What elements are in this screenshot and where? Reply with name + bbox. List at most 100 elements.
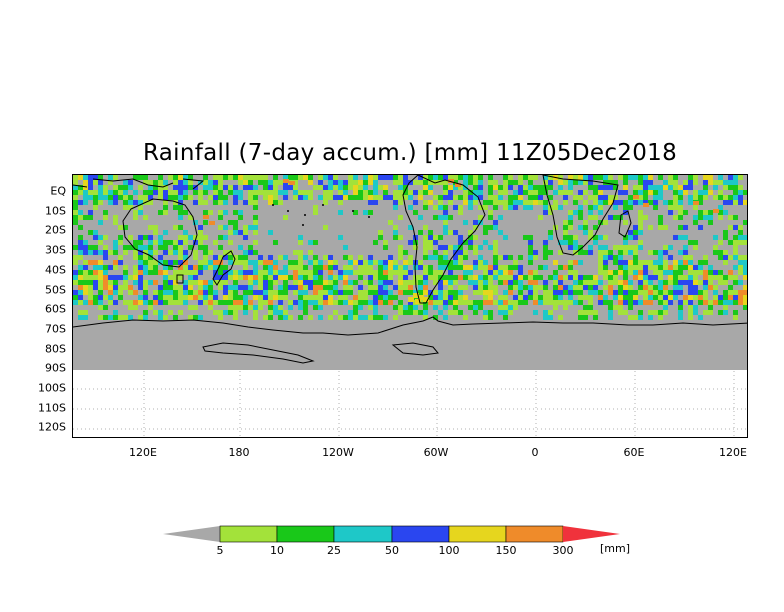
rain-cell [168,250,173,255]
rain-cell [183,230,188,235]
rain-cell [693,205,698,210]
rain-cell [563,285,568,290]
rain-cell [328,190,333,195]
rain-cell [418,275,423,280]
rain-cell [628,300,633,305]
rain-cell [98,185,103,190]
rain-cell [433,250,438,255]
rain-cell [288,260,293,265]
rain-cell [303,190,308,195]
rain-cell [528,285,533,290]
rain-cell [208,185,213,190]
rain-cell [178,235,183,240]
rain-cell [368,255,373,260]
rain-cell [158,190,163,195]
rain-cell [113,175,118,180]
rain-cell [723,275,728,280]
rain-cell [488,275,493,280]
rain-cell [508,270,513,275]
rain-cell [263,175,268,180]
rain-cell [88,245,93,250]
rain-cell [503,235,508,240]
rain-cell [553,280,558,285]
rain-cell [238,190,243,195]
rain-cell [448,265,453,270]
rain-cell [648,285,653,290]
rain-cell [438,200,443,205]
rain-cell [268,310,273,315]
rain-cell [228,175,233,180]
rain-cell [653,270,658,275]
rain-cell [288,285,293,290]
rain-cell [433,295,438,300]
rain-cell [453,305,458,310]
rain-cell [688,300,693,305]
rain-cell [603,220,608,225]
rain-cell [538,200,543,205]
rain-cell [708,305,713,310]
rain-cell [583,310,588,315]
rain-cell [133,270,138,275]
rain-cell [78,270,83,275]
rain-cell [113,245,118,250]
rain-cell [608,310,613,315]
rain-cell [443,195,448,200]
rain-cell [263,290,268,295]
rain-cell [718,275,723,280]
rain-cell [593,310,598,315]
rain-cell [213,185,218,190]
rain-cell [223,275,228,280]
rain-cell [173,270,178,275]
rain-cell [363,180,368,185]
rain-cell [678,310,683,315]
rain-cell [83,185,88,190]
rain-cell [738,200,743,205]
rain-cell [638,245,643,250]
rain-cell [583,220,588,225]
rain-cell [428,185,433,190]
rain-cell [103,295,108,300]
rain-cell [298,255,303,260]
rain-cell [418,230,423,235]
rain-cell [648,265,653,270]
rain-cell [733,315,738,320]
rain-cell [543,255,548,260]
rain-cell [88,215,93,220]
rain-cell [248,190,253,195]
rain-cell [253,280,258,285]
rain-cell [593,190,598,195]
rain-cell [288,265,293,270]
rain-cell [663,300,668,305]
rain-cell [183,240,188,245]
rain-cell [493,180,498,185]
rain-cell [233,295,238,300]
rain-cell [363,290,368,295]
heavy-rain-cell [408,297,414,302]
rain-cell [368,200,373,205]
rain-cell [478,255,483,260]
rain-cell [358,255,363,260]
rain-cell [158,195,163,200]
rain-cell [358,305,363,310]
rain-cell [448,185,453,190]
lat-lon-grid [73,371,747,437]
rain-cell [208,305,213,310]
rain-cell [663,180,668,185]
rain-cell [683,185,688,190]
rain-cell [523,190,528,195]
rain-cell [153,260,158,265]
rain-cell [368,260,373,265]
rain-cell [508,195,513,200]
rain-cell [133,255,138,260]
rain-cell [288,315,293,320]
rain-cell [438,175,443,180]
rain-cell [698,315,703,320]
rain-cell [593,225,598,230]
rain-cell [253,295,258,300]
rain-cell [588,245,593,250]
rain-cell [533,310,538,315]
rain-cell [203,260,208,265]
rain-cell [228,290,233,295]
rain-cell [308,250,313,255]
rain-cell [658,195,663,200]
